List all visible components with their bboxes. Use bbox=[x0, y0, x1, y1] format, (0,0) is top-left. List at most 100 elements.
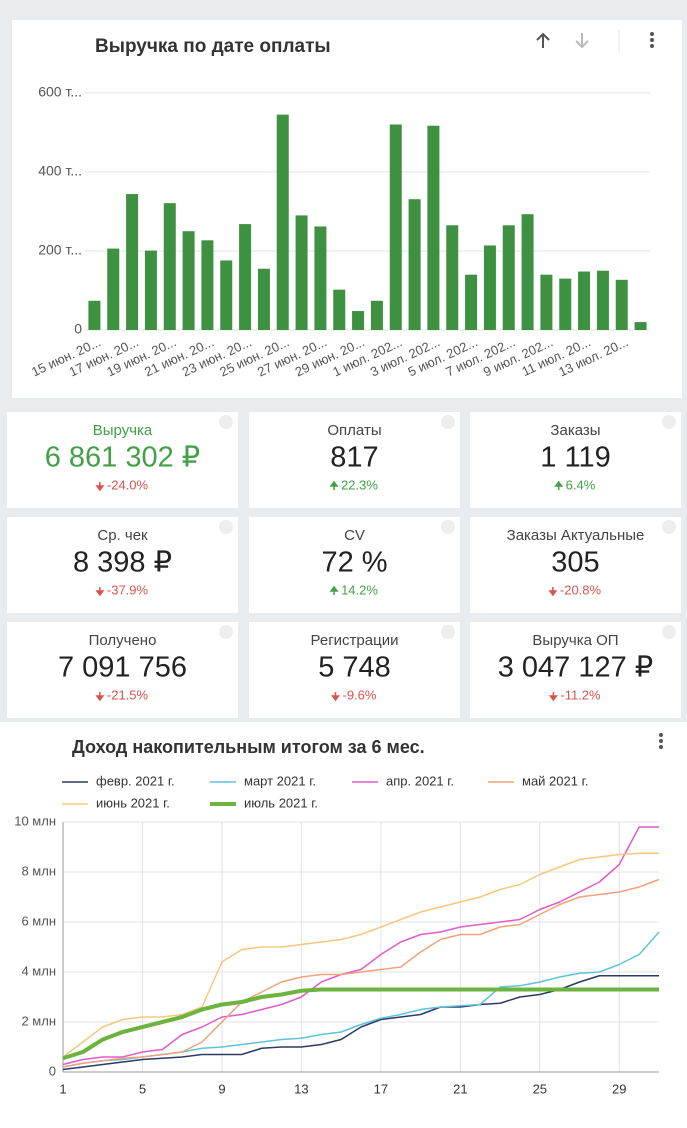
kpi-change: 6.4% bbox=[566, 477, 596, 492]
trend-arrow bbox=[95, 692, 105, 702]
x-tick-label: 25 bbox=[533, 1081, 547, 1096]
bar bbox=[239, 224, 252, 330]
x-tick-label: 5 bbox=[139, 1081, 146, 1096]
help-icon bbox=[219, 625, 233, 639]
sort-down[interactable] bbox=[575, 33, 589, 49]
kpi-card bbox=[470, 517, 681, 613]
kpi-title: Оплаты bbox=[327, 422, 381, 439]
kpi-title: Выручка ОП bbox=[532, 632, 618, 649]
kpi-value: 817 bbox=[330, 442, 378, 474]
kpi-card bbox=[249, 412, 460, 508]
x-tick-label: 13 bbox=[294, 1081, 308, 1096]
x-tick-label: 1 bbox=[59, 1081, 66, 1096]
kpi-title: Ср. чек bbox=[97, 527, 148, 544]
kpi-value: 7 091 756 bbox=[58, 652, 187, 684]
legend-label: апр. 2021 г. bbox=[386, 773, 454, 788]
kpi-change: -21.5% bbox=[107, 687, 149, 702]
legend-label: февр. 2021 г. bbox=[96, 773, 175, 788]
kpi-change: -24.0% bbox=[107, 477, 149, 492]
y-tick-label: 2 млн bbox=[21, 1013, 56, 1028]
trend-arrow bbox=[329, 480, 339, 490]
bar bbox=[276, 114, 289, 330]
kpi-change: 14.2% bbox=[341, 582, 378, 597]
trend-arrow bbox=[329, 585, 339, 595]
kpi-value: 6 861 302 ₽ bbox=[45, 442, 201, 474]
help-icon bbox=[662, 520, 676, 534]
bar bbox=[370, 300, 383, 330]
help-icon bbox=[441, 625, 455, 639]
bar bbox=[333, 289, 346, 330]
bar bbox=[540, 274, 553, 330]
bar bbox=[408, 199, 421, 330]
help-icon bbox=[219, 415, 233, 429]
chart-title: Выручка по дате оплаты bbox=[95, 36, 331, 57]
bar bbox=[446, 225, 459, 330]
sort-buttons[interactable] bbox=[536, 32, 589, 49]
y-tick-label: 400 т... bbox=[38, 163, 82, 179]
bar bbox=[596, 270, 609, 330]
x-tick-label: 17 bbox=[374, 1081, 388, 1096]
chart-title: Доход накопительным итогом за 6 мес. bbox=[72, 737, 425, 757]
kpi-value: 3 047 127 ₽ bbox=[498, 652, 654, 684]
bar bbox=[578, 271, 591, 330]
x-tick-label: 21 bbox=[453, 1081, 467, 1096]
kpi-change: -37.9% bbox=[107, 582, 149, 597]
trend-arrow bbox=[95, 587, 105, 597]
trend-arrow bbox=[554, 480, 564, 490]
y-tick-label: 4 млн bbox=[21, 963, 56, 978]
kpi-card bbox=[470, 412, 681, 508]
legend-label: май 2021 г. bbox=[522, 773, 588, 788]
y-tick-label: 0 bbox=[74, 321, 82, 337]
kpi-title: CV bbox=[344, 527, 365, 544]
bar bbox=[220, 260, 233, 330]
bar bbox=[559, 278, 572, 330]
bar bbox=[295, 215, 308, 330]
bar bbox=[521, 214, 534, 330]
y-tick-label: 0 bbox=[49, 1063, 56, 1078]
bar bbox=[201, 240, 214, 330]
kpi-card bbox=[7, 412, 238, 508]
help-icon bbox=[662, 415, 676, 429]
y-tick-label: 600 т... bbox=[38, 84, 82, 100]
help-icon bbox=[219, 520, 233, 534]
kpi-change: -11.2% bbox=[560, 687, 601, 702]
sort-up[interactable] bbox=[536, 32, 550, 48]
kpi-title: Регистрации bbox=[311, 632, 399, 649]
kpi-title: Заказы bbox=[550, 422, 600, 439]
bar bbox=[314, 226, 327, 330]
bar bbox=[352, 311, 365, 330]
series-line bbox=[62, 826, 659, 1066]
bar bbox=[502, 225, 515, 330]
kpi-value: 72 % bbox=[321, 547, 387, 579]
series-line bbox=[62, 987, 659, 1061]
bar bbox=[182, 231, 195, 330]
series-line bbox=[62, 852, 659, 1058]
bar bbox=[389, 124, 402, 330]
kpi-card bbox=[7, 517, 238, 613]
y-tick-label: 200 т... bbox=[38, 242, 82, 258]
kpi-change: -20.8% bbox=[560, 582, 602, 597]
trend-arrow bbox=[95, 482, 105, 492]
kpi-change: -9.6% bbox=[343, 687, 377, 702]
y-tick-label: 10 млн bbox=[14, 813, 56, 828]
kpi-title: Получено bbox=[89, 632, 157, 649]
trend-arrow bbox=[548, 692, 558, 702]
bar bbox=[465, 274, 478, 330]
menu-button[interactable] bbox=[659, 733, 663, 749]
bar bbox=[88, 300, 101, 330]
kpi-card bbox=[249, 517, 460, 613]
bar bbox=[144, 250, 157, 330]
legend-label: март 2021 г. bbox=[244, 773, 316, 788]
menu-button[interactable] bbox=[650, 32, 654, 48]
kpi-change: 22.3% bbox=[341, 477, 378, 492]
legend-label: июль 2021 г. bbox=[244, 795, 318, 810]
bar-card bbox=[12, 20, 682, 398]
y-tick-label: 6 млн bbox=[21, 913, 56, 928]
series-line bbox=[62, 878, 660, 1068]
bar bbox=[634, 322, 647, 330]
bar bbox=[615, 279, 628, 330]
bar bbox=[163, 203, 176, 330]
kpi-value: 1 119 bbox=[540, 442, 610, 474]
y-tick-label: 8 млн bbox=[21, 863, 56, 878]
